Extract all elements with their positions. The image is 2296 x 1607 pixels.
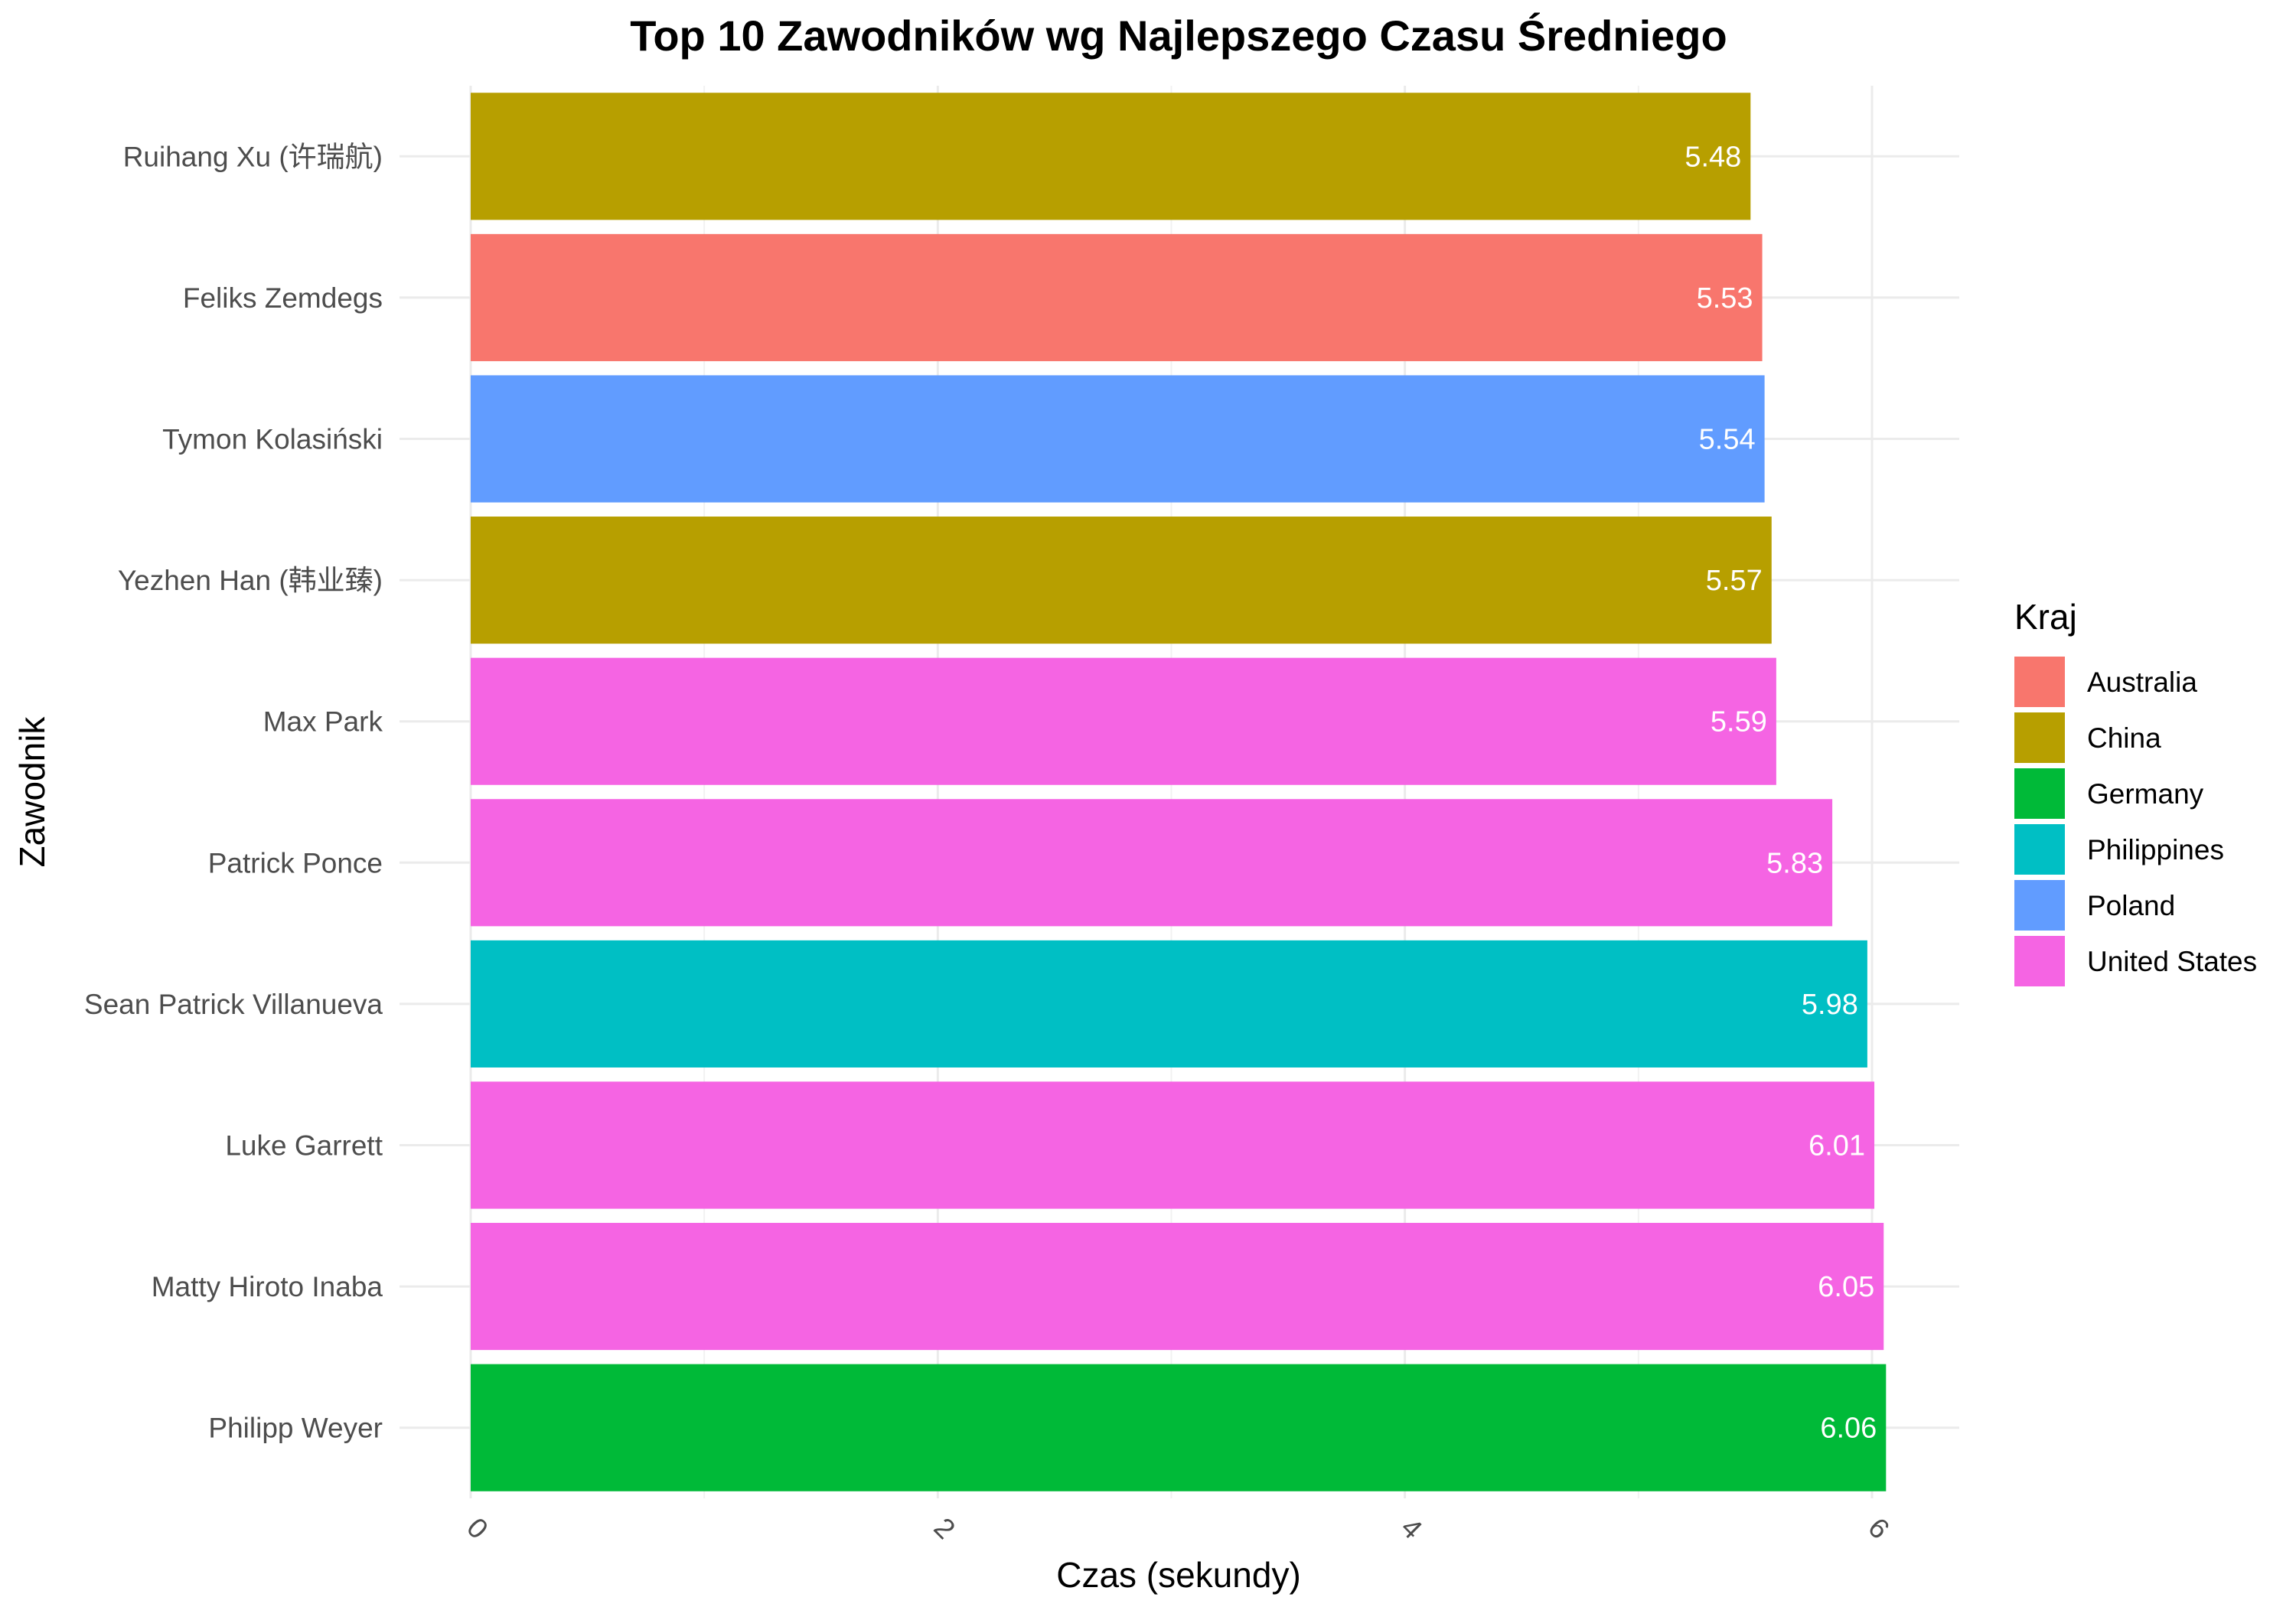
y-tick-labels: Ruihang Xu (许瑞航) Feliks Zemdegs Tymon Kola…: [84, 141, 383, 1443]
bar: [471, 93, 1751, 220]
bar-value-label: 5.83: [1766, 847, 1823, 879]
x-tick-label: 2: [928, 1511, 961, 1545]
y-tick-label: Feliks Zemdegs: [183, 282, 383, 314]
bar: [471, 799, 1833, 927]
x-tick-label: 4: [1395, 1511, 1429, 1545]
bar-value-label: 6.01: [1808, 1130, 1865, 1162]
bars: 5.48 5.53 5.54 5.57 5.59 5.83 5.98 6.01 6.05 6.06: [471, 93, 1887, 1491]
legend: Kraj Australia China Germany Philippines Pol…: [2014, 597, 2257, 986]
legend-label: Australia: [2087, 667, 2197, 698]
legend-key: [2014, 768, 2065, 819]
legend-label: Philippines: [2087, 834, 2224, 865]
y-tick-label: Tymon Kolasiński: [162, 424, 383, 455]
bar-value-label: 6.05: [1818, 1271, 1874, 1303]
y-tick-label: Matty Hiroto Inaba: [152, 1271, 383, 1302]
y-tick-label: Max Park: [263, 706, 383, 738]
x-tick-label: 0: [461, 1511, 494, 1545]
y-tick-label: Luke Garrett: [225, 1130, 383, 1162]
bar: [471, 233, 1763, 361]
chart-title: Top 10 Zawodników wg Najlepszego Czasu Ś…: [630, 11, 1727, 60]
x-axis-title: Czas (sekundy): [1056, 1555, 1301, 1595]
bar-value-label: 5.53: [1697, 282, 1753, 315]
legend-key: [2014, 824, 2065, 875]
legend-key: [2014, 712, 2065, 763]
y-tick-label: Yezhen Han (韩业臻): [118, 565, 383, 596]
bar: [471, 375, 1765, 503]
bar: [471, 1081, 1875, 1209]
bar-value-label: 5.54: [1699, 424, 1756, 456]
legend-title: Kraj: [2014, 597, 2077, 637]
legend-label: United States: [2087, 946, 2257, 977]
legend-key: [2014, 936, 2065, 986]
y-tick-label: Patrick Ponce: [208, 847, 383, 878]
bar: [471, 517, 1772, 644]
bar-value-label: 5.59: [1711, 706, 1767, 738]
y-tick-label: Sean Patrick Villanueva: [84, 989, 383, 1020]
bar-value-label: 5.98: [1802, 989, 1858, 1021]
y-tick-label: Ruihang Xu (许瑞航): [123, 141, 383, 172]
x-tick-labels: 0 2 4 6: [461, 1511, 1896, 1545]
bar: [471, 940, 1867, 1068]
y-axis-title: Zawodnik: [12, 716, 52, 868]
legend-key: [2014, 657, 2065, 707]
bar: [471, 1223, 1884, 1351]
bar: [471, 1364, 1887, 1491]
x-tick-label: 6: [1862, 1511, 1896, 1545]
bar-value-label: 6.06: [1820, 1413, 1877, 1445]
y-tick-label: Philipp Weyer: [208, 1413, 383, 1444]
legend-key: [2014, 880, 2065, 931]
bar-value-label: 5.57: [1706, 565, 1763, 597]
bar: [471, 657, 1776, 785]
legend-label: China: [2087, 722, 2161, 754]
legend-label: Poland: [2087, 890, 2175, 921]
bar-value-label: 5.48: [1684, 141, 1741, 173]
legend-label: Germany: [2087, 778, 2204, 810]
